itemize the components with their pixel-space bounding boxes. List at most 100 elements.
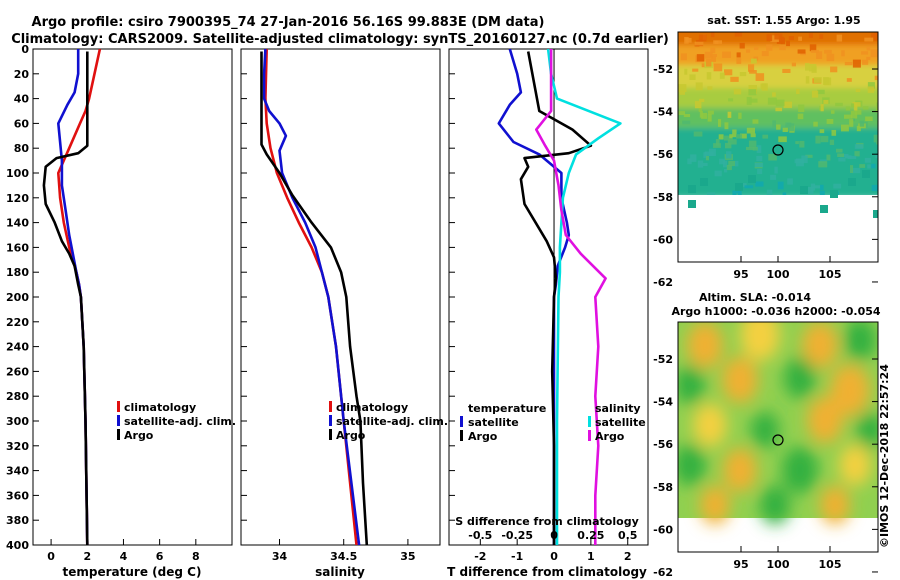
sla-map bbox=[678, 322, 878, 552]
legend-label-climatology: climatology bbox=[336, 401, 408, 414]
legend-swatch-t-argo bbox=[460, 430, 463, 441]
map-y-tick-label: -54 bbox=[653, 106, 673, 119]
legend-label-climatology: climatology bbox=[124, 401, 196, 414]
temperature-x-axis: 0 2 4 6 8 bbox=[47, 539, 200, 563]
map-y-tick-label: -60 bbox=[653, 233, 673, 246]
map-y-tick-label: -56 bbox=[653, 438, 673, 451]
series-line-argo bbox=[260, 51, 369, 545]
salinity-panel bbox=[240, 48, 441, 546]
map-y-tick-label: -58 bbox=[653, 191, 673, 204]
depth-tick-label: 340 bbox=[6, 465, 29, 478]
depth-tick-label: 380 bbox=[6, 514, 29, 527]
depth-tick-label: 180 bbox=[6, 266, 29, 279]
map-y-tick-label: -56 bbox=[653, 148, 673, 161]
depth-tick-label: 120 bbox=[6, 192, 29, 205]
legend-title-temperature: temperature bbox=[468, 402, 546, 415]
depth-tick-label: 240 bbox=[6, 341, 29, 354]
legend-label-satellite: satellite-adj. clim. bbox=[124, 415, 236, 428]
depth-tick-label: 80 bbox=[14, 142, 30, 155]
depth-tick-label: 40 bbox=[14, 93, 30, 106]
map-x-tick-label: 105 bbox=[819, 558, 842, 571]
legend-label-t-satellite: satellite bbox=[468, 416, 519, 429]
difference-plot bbox=[497, 49, 622, 545]
depth-tick-label: 400 bbox=[6, 539, 29, 552]
x2-tick-label: -0.5 bbox=[468, 529, 492, 542]
x-tick-label: 2 bbox=[83, 550, 91, 563]
credit-label: ©IMOS 12-Dec-2018 22:57:24 bbox=[878, 364, 891, 548]
x2-tick-label: -0.25 bbox=[501, 529, 533, 542]
map-y-tick-label: -52 bbox=[653, 353, 673, 366]
map-y-tick-label: -54 bbox=[653, 396, 673, 409]
map-y-tick-label: -60 bbox=[653, 523, 673, 536]
sst-map-title: sat. SST: 1.55 Argo: 1.95 bbox=[707, 14, 860, 27]
legend-swatch-climatology bbox=[117, 401, 120, 412]
map-y-tick-label: -62 bbox=[653, 276, 673, 289]
figure-title-line1: Argo profile: csiro 7900395_74 27-Jan-20… bbox=[32, 15, 545, 30]
x-tick-label: 8 bbox=[192, 550, 200, 563]
map-x-tick-label: 100 bbox=[767, 268, 790, 281]
salinity-legend: climatology satellite-adj. clim. Argo bbox=[329, 401, 448, 442]
difference-xlabel: T difference from climatology bbox=[447, 565, 647, 579]
depth-tick-label: 20 bbox=[14, 68, 30, 81]
x2-tick-label: 0.25 bbox=[577, 529, 604, 542]
x-tick-label: -2 bbox=[474, 550, 486, 563]
depth-tick-label: 0 bbox=[21, 43, 29, 56]
x-tick-label: 4 bbox=[120, 550, 128, 563]
argo-location-marker bbox=[772, 144, 784, 156]
legend-swatch-satellite bbox=[329, 415, 332, 426]
difference-legend: temperature satellite Argo salinity sate… bbox=[460, 402, 646, 443]
x2-tick-label: 0 bbox=[550, 529, 558, 542]
depth-tick-label: 260 bbox=[6, 365, 29, 378]
depth-tick-label: 220 bbox=[6, 316, 29, 329]
depth-tick-label: 280 bbox=[6, 390, 29, 403]
x-tick-label: 1 bbox=[587, 550, 595, 563]
sst-map-axes: -52 -54 -56 -58 -60 -62 95 100 105 bbox=[653, 63, 878, 289]
series-line-argo bbox=[42, 51, 89, 545]
depth-tick-label: 200 bbox=[6, 291, 29, 304]
legend-swatch-satellite bbox=[117, 415, 120, 426]
legend-swatch-argo bbox=[329, 429, 332, 440]
series-line-salinity-satellite bbox=[546, 49, 622, 545]
map-x-tick-label: 105 bbox=[819, 268, 842, 281]
salinity-xlabel: salinity bbox=[315, 565, 365, 579]
x-tick-label: 34.5 bbox=[330, 550, 357, 563]
legend-swatch-s-satellite bbox=[588, 416, 591, 427]
difference-x-axis: -2 -1 0 1 2 -0.5 -0.25 0 0.25 0.5 bbox=[468, 529, 637, 563]
map-x-tick-label: 100 bbox=[767, 558, 790, 571]
map-y-tick-label: -62 bbox=[653, 566, 673, 579]
salinity-x-axis: 34 34.5 35 bbox=[272, 539, 416, 563]
map-y-tick-label: -58 bbox=[653, 481, 673, 494]
sla-map-axes: -52 -54 -56 -58 -60 -62 95 100 105 bbox=[653, 353, 878, 579]
x2-tick-label: 0.5 bbox=[618, 529, 638, 542]
temperature-xlabel: temperature (deg C) bbox=[63, 565, 202, 579]
difference-panel bbox=[448, 48, 649, 546]
map-y-tick-label: -52 bbox=[653, 63, 673, 76]
depth-tick-label: 140 bbox=[6, 217, 29, 230]
legend-label-argo: Argo bbox=[124, 429, 154, 442]
map-x-tick-label: 95 bbox=[733, 268, 748, 281]
legend-swatch-t-satellite bbox=[460, 416, 463, 427]
legend-swatch-s-argo bbox=[588, 430, 591, 441]
s-difference-xlabel: S difference from climatology bbox=[455, 515, 639, 528]
depth-tick-label: 300 bbox=[6, 415, 29, 428]
salinity-plot bbox=[260, 49, 369, 545]
argo-location-marker-sla bbox=[772, 434, 784, 446]
temperature-legend: climatology satellite-adj. clim. Argo bbox=[117, 401, 236, 442]
legend-label-satellite: satellite-adj. clim. bbox=[336, 415, 448, 428]
figure-title-line2: Climatology: CARS2009. Satellite-adjuste… bbox=[11, 32, 669, 47]
depth-tick-label: 160 bbox=[6, 241, 29, 254]
legend-swatch-argo bbox=[117, 429, 120, 440]
series-line-temperature-argo bbox=[519, 51, 593, 545]
depth-tick-label: 360 bbox=[6, 489, 29, 502]
x-tick-label: 35 bbox=[400, 550, 415, 563]
x-tick-label: -1 bbox=[511, 550, 523, 563]
sla-map-title: Altim. SLA: -0.014 bbox=[699, 291, 811, 304]
map-x-tick-label: 95 bbox=[733, 558, 748, 571]
depth-tick-label: 100 bbox=[6, 167, 29, 180]
legend-label-argo: Argo bbox=[336, 429, 366, 442]
x-tick-label: 0 bbox=[47, 550, 55, 563]
x-tick-label: 0 bbox=[550, 550, 558, 563]
x-tick-label: 34 bbox=[272, 550, 288, 563]
legend-label-s-satellite: satellite bbox=[595, 416, 646, 429]
